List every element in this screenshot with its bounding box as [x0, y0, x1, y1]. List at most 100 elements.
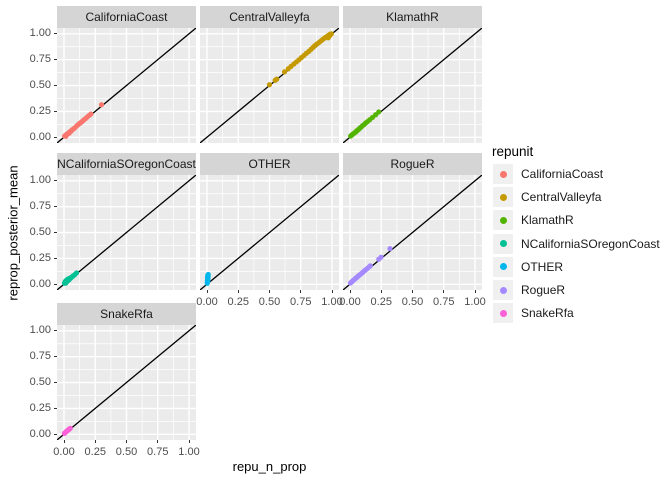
data-point — [387, 245, 393, 252]
major-gridlines — [343, 28, 482, 143]
major-gridlines — [57, 28, 196, 143]
data-point — [98, 102, 105, 108]
points-layer — [62, 102, 105, 139]
legend-item-label: KlamathR — [521, 213, 574, 228]
y-tick-label: 0.00 — [29, 130, 51, 143]
x-axis-tick-mark — [331, 290, 333, 293]
x-axis-tick-mark — [443, 290, 445, 293]
x-axis-tick-mark — [349, 290, 351, 293]
y-tick-label: 0.25 — [29, 251, 51, 264]
y-tick-label: 0.75 — [29, 53, 51, 66]
y-tick-label: 0.75 — [29, 350, 51, 363]
y-tick-label: 0.25 — [29, 104, 51, 117]
y-tick-label: 1.00 — [29, 174, 51, 187]
x-tick-label: 1.00 — [321, 296, 343, 308]
facet-panel-NCaliforniaSOregonCoast — [57, 175, 196, 290]
legend-dot — [499, 170, 507, 178]
y-tick-label: 0.75 — [29, 200, 51, 213]
data-point — [367, 263, 373, 269]
x-axis-tick-mark — [63, 440, 65, 443]
points-layer — [204, 271, 211, 286]
x-tick-label: 0.00 — [339, 296, 361, 308]
x-axis-tick-mark — [269, 290, 270, 293]
x-tick-label: 0.25 — [227, 296, 249, 308]
y-axis-tick-mark — [53, 283, 57, 285]
major-gridlines — [200, 28, 339, 143]
data-point — [73, 270, 80, 276]
y-tick-label: 0.50 — [29, 376, 51, 389]
y-tick-label: 0.50 — [29, 226, 51, 239]
x-axis-tick-mark — [94, 440, 96, 443]
y-tick-label: 0.25 — [29, 401, 51, 414]
y-axis-tick-mark — [53, 330, 57, 332]
y-axis-tick-mark — [53, 110, 57, 112]
facet-strip: KlamathR — [343, 6, 482, 28]
y-axis-tick-mark — [53, 257, 57, 259]
legend-key — [493, 210, 513, 231]
x-tick-label: 0.75 — [147, 446, 169, 458]
y-axis-tick-mark — [53, 180, 57, 182]
x-tick-label: 1.00 — [464, 296, 486, 308]
facet-strip: SnakeRfa — [57, 303, 196, 325]
y-tick-label: 0.50 — [29, 79, 51, 92]
x-axis-tick-mark — [206, 290, 208, 293]
identity-line — [57, 325, 196, 440]
x-axis-tick-mark — [126, 440, 127, 443]
legend-item-label: RogueR — [521, 283, 566, 297]
legend-key — [493, 303, 513, 324]
legend-dot — [499, 263, 507, 271]
legend-dot — [499, 286, 507, 294]
y-axis-tick-mark — [53, 59, 57, 61]
y-axis-tick-mark — [53, 433, 57, 435]
data-point — [378, 254, 384, 260]
legend-item-label: CaliforniaCoast — [521, 167, 604, 181]
legend-dot — [499, 240, 507, 248]
identity-line — [57, 175, 196, 290]
legend-key — [493, 256, 513, 277]
facet-strip: OTHER — [200, 153, 339, 175]
x-tick-label: 1.00 — [178, 446, 200, 458]
data-point — [274, 76, 280, 82]
x-tick-label: 0.75 — [433, 296, 455, 308]
facet-strip: CaliforniaCoast — [57, 6, 196, 28]
x-tick-label: 0.50 — [115, 446, 138, 458]
legend-item-label: SnakeRfa — [521, 306, 574, 321]
data-point — [266, 82, 273, 88]
x-axis-tick-mark — [474, 290, 476, 293]
legend-item-label: NCaliforniaSOregonCoast — [521, 236, 660, 251]
data-point — [205, 271, 211, 278]
y-axis-tick-mark — [53, 356, 57, 358]
x-tick-label: 0.25 — [370, 296, 392, 308]
data-point — [376, 109, 382, 115]
x-tick-label: 0.00 — [196, 296, 218, 308]
legend-key — [493, 164, 513, 184]
facet-panel-CaliforniaCoast — [57, 28, 196, 143]
facet-panel-KlamathR — [343, 28, 482, 143]
facet-strip: NCaliforniaSOregonCoast — [57, 153, 196, 175]
x-tick-label: 0.25 — [84, 446, 106, 458]
facet-panel-RogueR — [343, 175, 482, 290]
y-axis-tick-mark — [53, 33, 57, 35]
points-layer — [348, 109, 382, 139]
facet-strip: CentralValleyfa — [200, 6, 339, 28]
y-axis-tick-mark — [53, 232, 57, 234]
legend-dot — [499, 193, 507, 201]
points-layer — [347, 245, 393, 286]
y-axis-tick-mark — [53, 206, 57, 208]
legend-dot — [499, 216, 507, 224]
facet-panel-SnakeRfa — [57, 325, 196, 440]
data-point — [88, 111, 94, 117]
data-point — [281, 69, 288, 75]
points-layer — [266, 31, 334, 88]
x-tick-label: 0.50 — [258, 296, 281, 308]
points-layer — [61, 425, 73, 437]
points-layer — [61, 270, 80, 286]
x-axis-tick-mark — [300, 290, 302, 293]
y-axis-tick-mark — [53, 85, 57, 87]
x-tick-label: 0.75 — [290, 296, 312, 308]
x-tick-label: 0.50 — [401, 296, 424, 308]
facet-strip: RogueR — [343, 153, 482, 175]
legend-item-label: CentralValleyfa — [521, 190, 602, 205]
facet-panel-OTHER — [200, 175, 339, 290]
